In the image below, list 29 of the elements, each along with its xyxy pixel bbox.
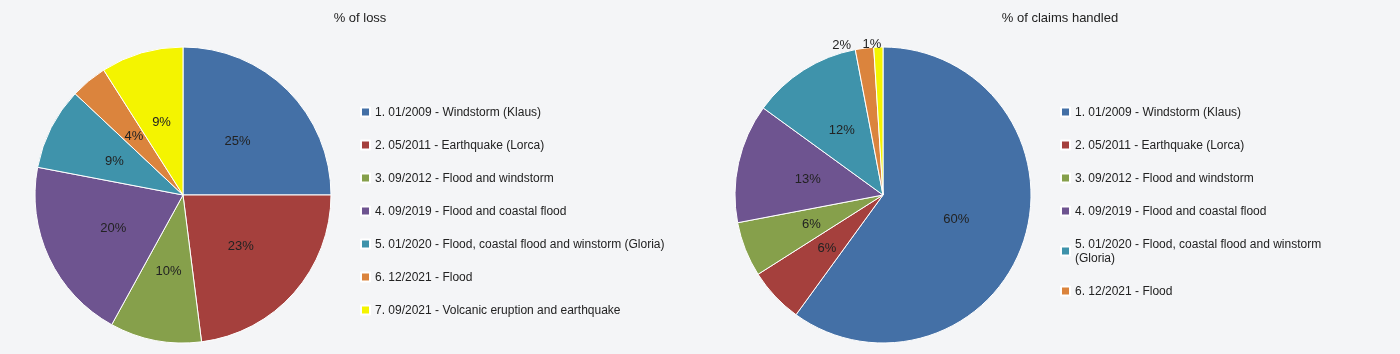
data-label: 1% — [862, 35, 882, 51]
data-label: 13% — [794, 170, 822, 186]
data-label: 60% — [943, 211, 970, 227]
data-label: 10% — [155, 263, 183, 279]
legend-label: 4. 09/2019 - Flood and coastal flood — [1075, 204, 1267, 218]
legend-label: 7. 09/2021 - Volcanic eruption and earthquake — [375, 303, 621, 317]
data-label: 20% — [100, 220, 127, 236]
data-label: 23% — [227, 238, 255, 254]
legend-label: 6. 12/2021 - Flood — [1075, 284, 1173, 298]
legend-label: 3. 09/2012 - Flood and windstorm — [375, 171, 554, 185]
legend-label: 2. 05/2011 - Earthquake (Lorca) — [1075, 138, 1245, 152]
legend-label: 1. 01/2009 - Windstorm (Klaus) — [375, 105, 542, 119]
legend-label: 2. 05/2011 - Earthquake (Lorca) — [375, 138, 545, 152]
legend-label: 6. 12/2021 - Flood — [375, 270, 473, 284]
data-label: 2% — [832, 36, 852, 52]
data-label: 6% — [802, 215, 822, 231]
legend-label: 4. 09/2019 - Flood and coastal flood — [375, 204, 567, 218]
legend-label: 5. 01/2020 - Flood, coastal flood and winstorm (Gloria) — [375, 237, 665, 251]
data-label: 25% — [224, 133, 251, 149]
data-label: 9% — [104, 152, 125, 168]
data-label: 6% — [817, 240, 837, 256]
legend-label: 3. 09/2012 - Flood and windstorm — [1075, 171, 1254, 185]
data-label: 4% — [124, 128, 144, 144]
chart-title: % of loss — [333, 10, 387, 25]
legend-label: 5. 01/2020 - Flood, coastal flood and winstorm (Gloria) — [1075, 237, 1325, 265]
data-label: 12% — [828, 122, 856, 138]
data-label: 9% — [152, 113, 172, 129]
chart-title: % of claims handled — [1001, 10, 1119, 25]
legend-label: 1. 01/2009 - Windstorm (Klaus) — [1075, 105, 1242, 119]
